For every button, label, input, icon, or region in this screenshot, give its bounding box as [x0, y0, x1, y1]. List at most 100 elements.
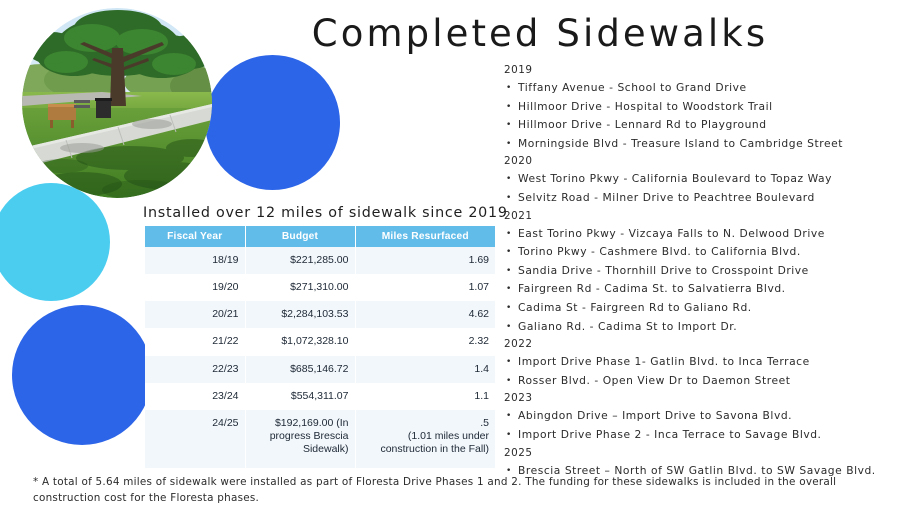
cell-miles-resurfaced: 1.4	[355, 356, 495, 383]
cell-budget: $1,072,328.10	[245, 328, 356, 356]
cell-miles-resurfaced: .5 (1.01 miles under construction in the …	[355, 410, 495, 468]
cell-fiscal-year: 19/20	[145, 274, 246, 302]
bullet-icon: •	[506, 83, 512, 93]
cell-budget: $554,311.07	[245, 382, 356, 410]
miles-value: 4.62	[468, 308, 489, 321]
list-item-label: West Torino Pkwy - California Boulevard …	[518, 172, 833, 186]
year-group: 2021 • East Torino Pkwy - Vizcaya Falls to…	[504, 208, 896, 337]
miles-value: 1.1	[474, 389, 489, 402]
table-row: 22/23 $685,146.72 1.4	[145, 355, 495, 383]
miles-value: .5	[480, 416, 489, 429]
bullet-icon: •	[506, 284, 512, 295]
bullet-icon: •	[506, 120, 512, 131]
cell-miles-resurfaced: 1.69	[355, 247, 495, 274]
list-item-label: Brescia Street – North of SW Gatlin Blvd…	[518, 463, 876, 477]
budget-table: Fiscal Year Budget Miles Resurfaced 18/1…	[145, 226, 495, 469]
list-item: • Cadima St - Fairgreen Rd to Galiano Rd.	[504, 299, 896, 318]
park-sidewalk-photo	[22, 8, 212, 198]
bullet-icon: •	[506, 321, 512, 332]
list-item-label: Torino Pkwy - Cashmere Blvd. to Californ…	[518, 245, 801, 259]
table-header-row: Fiscal Year Budget Miles Resurfaced	[145, 226, 495, 247]
completed-sidewalks-list: 2019 • Tiffany Avenue - School to Grand Dr…	[504, 62, 896, 480]
year-group: 2023 • Abingdon Drive – Import Drive to Sa…	[504, 390, 896, 444]
table-row: 23/24 $554,311.07 1.1	[145, 382, 495, 410]
year-label: 2022	[504, 338, 533, 351]
bullet-icon: •	[506, 429, 512, 440]
list-item-label: Import Drive Phase 2 - Inca Terrace to S…	[518, 427, 822, 441]
table-body: 18/19 $221,285.00 1.69 19/20 $271,310.00 1.07…	[145, 247, 495, 469]
list-item: • Galiano Rd. - Cadima St to Import Dr.	[504, 318, 896, 337]
cell-budget: $192,169.00 (In progress Brescia Sidewal…	[245, 409, 356, 469]
cell-miles-resurfaced: 4.62	[355, 301, 495, 328]
cell-budget: $221,285.00	[245, 247, 356, 275]
list-item-label: Sandia Drive - Thornhill Drive to Crossp…	[518, 263, 809, 277]
cell-budget: $2,284,103.53	[245, 301, 356, 329]
list-item-label: Cadima St - Fairgreen Rd to Galiano Rd.	[518, 300, 752, 314]
list-item: • Fairgreen Rd - Cadima St. to Salvatierr…	[504, 280, 896, 299]
list-item-label: Import Drive Phase 1- Gatlin Blvd. to In…	[518, 355, 810, 369]
page-title: Completed Sidewalks	[311, 12, 769, 55]
table-row: 20/21 $2,284,103.53 4.62	[145, 301, 495, 329]
miles-value: 1.69	[468, 254, 489, 266]
year-item-list: • West Torino Pkwy - California Boulevard…	[504, 170, 896, 207]
list-item: • Selvitz Road - Milner Drive to Peachtre…	[504, 189, 896, 208]
year-label: 2025	[504, 446, 533, 459]
column-header-fiscal-year: Fiscal Year	[145, 226, 246, 247]
year-label: 2020	[504, 155, 533, 168]
year-group: 2025 • Brescia Street – North of SW Gatli…	[504, 445, 896, 481]
list-item-label: Tiffany Avenue - School to Grand Drive	[518, 81, 747, 94]
list-item-label: East Torino Pkwy - Vizcaya Falls to N. D…	[518, 226, 825, 240]
table-subtitle: Installed over 12 miles of sidewalk sinc…	[143, 205, 508, 221]
list-item: • Sandia Drive - Thornhill Drive to Cross…	[504, 262, 896, 281]
table-row: 24/25 $192,169.00 (In progress Brescia Si…	[145, 409, 495, 469]
bullet-icon: •	[506, 465, 512, 476]
year-group: 2020 • West Torino Pkwy - California Boule…	[504, 153, 896, 207]
list-item-label: Rosser Blvd. - Open View Dr to Daemon St…	[518, 373, 791, 387]
bullet-icon: •	[506, 265, 512, 276]
cell-budget: $685,146.72	[245, 355, 356, 383]
list-item-label: Hillmoor Drive - Hospital to Woodstork T…	[518, 99, 773, 113]
bullet-icon: •	[506, 247, 512, 258]
year-item-list: • Abingdon Drive – Import Drive to Savona…	[504, 407, 896, 444]
year-item-list: • Brescia Street – North of SW Gatlin Bl…	[504, 462, 896, 481]
list-item: • Rosser Blvd. - Open View Dr to Daemon S…	[504, 372, 896, 391]
decorative-blue-circle-bottom	[12, 305, 152, 445]
cell-fiscal-year: 18/19	[145, 247, 246, 275]
year-item-list: • Tiffany Avenue - School to Grand Drive •…	[504, 79, 896, 153]
cell-fiscal-year: 22/23	[145, 355, 246, 383]
cell-miles-resurfaced: 1.07	[355, 274, 495, 301]
cell-miles-resurfaced: 2.32	[355, 328, 495, 355]
bullet-icon: •	[506, 411, 512, 422]
footnote: * A total of 5.64 miles of sidewalk were…	[33, 476, 837, 505]
year-label: 2021	[504, 209, 533, 222]
list-item: • West Torino Pkwy - California Boulevard…	[504, 170, 896, 189]
year-label: 2023	[504, 392, 533, 405]
column-header-budget: Budget	[245, 226, 356, 247]
list-item: • Import Drive Phase 2 - Inca Terrace to …	[504, 426, 896, 445]
bullet-icon: •	[506, 101, 512, 112]
miles-value: 2.32	[468, 335, 489, 348]
list-item-label: Galiano Rd. - Cadima St to Import Dr.	[518, 319, 738, 333]
list-item-label: Fairgreen Rd - Cadima St. to Salvatierra…	[518, 282, 786, 296]
list-item: • East Torino Pkwy - Vizcaya Falls to N. …	[504, 225, 896, 244]
bullet-icon: •	[506, 192, 512, 203]
list-item: • Hillmoor Drive - Hospital to Woodstork …	[504, 98, 896, 117]
miles-value: 1.4	[474, 362, 489, 375]
decorative-cyan-circle	[0, 183, 110, 301]
list-item: • Abingdon Drive – Import Drive to Savona…	[504, 407, 896, 426]
bullet-icon: •	[506, 174, 512, 185]
list-item: • Hillmoor Drive - Lennard Rd to Playgrou…	[504, 116, 896, 135]
list-item-label: Selvitz Road - Milner Drive to Peachtree…	[518, 190, 815, 204]
cell-fiscal-year: 20/21	[145, 301, 246, 329]
list-item: • Import Drive Phase 1- Gatlin Blvd. to I…	[504, 353, 896, 372]
table-row: 19/20 $271,310.00 1.07	[145, 274, 495, 302]
cell-fiscal-year: 21/22	[145, 328, 246, 356]
bullet-icon: •	[506, 228, 512, 239]
park-photo-illustration	[22, 8, 212, 198]
table-row: 18/19 $221,285.00 1.69	[145, 247, 495, 275]
table-row: 21/22 $1,072,328.10 2.32	[145, 328, 495, 356]
list-item-label: Morningside Blvd - Treasure Island to Ca…	[518, 136, 843, 150]
column-header-miles-resurfaced: Miles Resurfaced	[355, 226, 495, 247]
bullet-icon: •	[506, 375, 512, 386]
cell-budget: $271,310.00	[245, 274, 356, 302]
